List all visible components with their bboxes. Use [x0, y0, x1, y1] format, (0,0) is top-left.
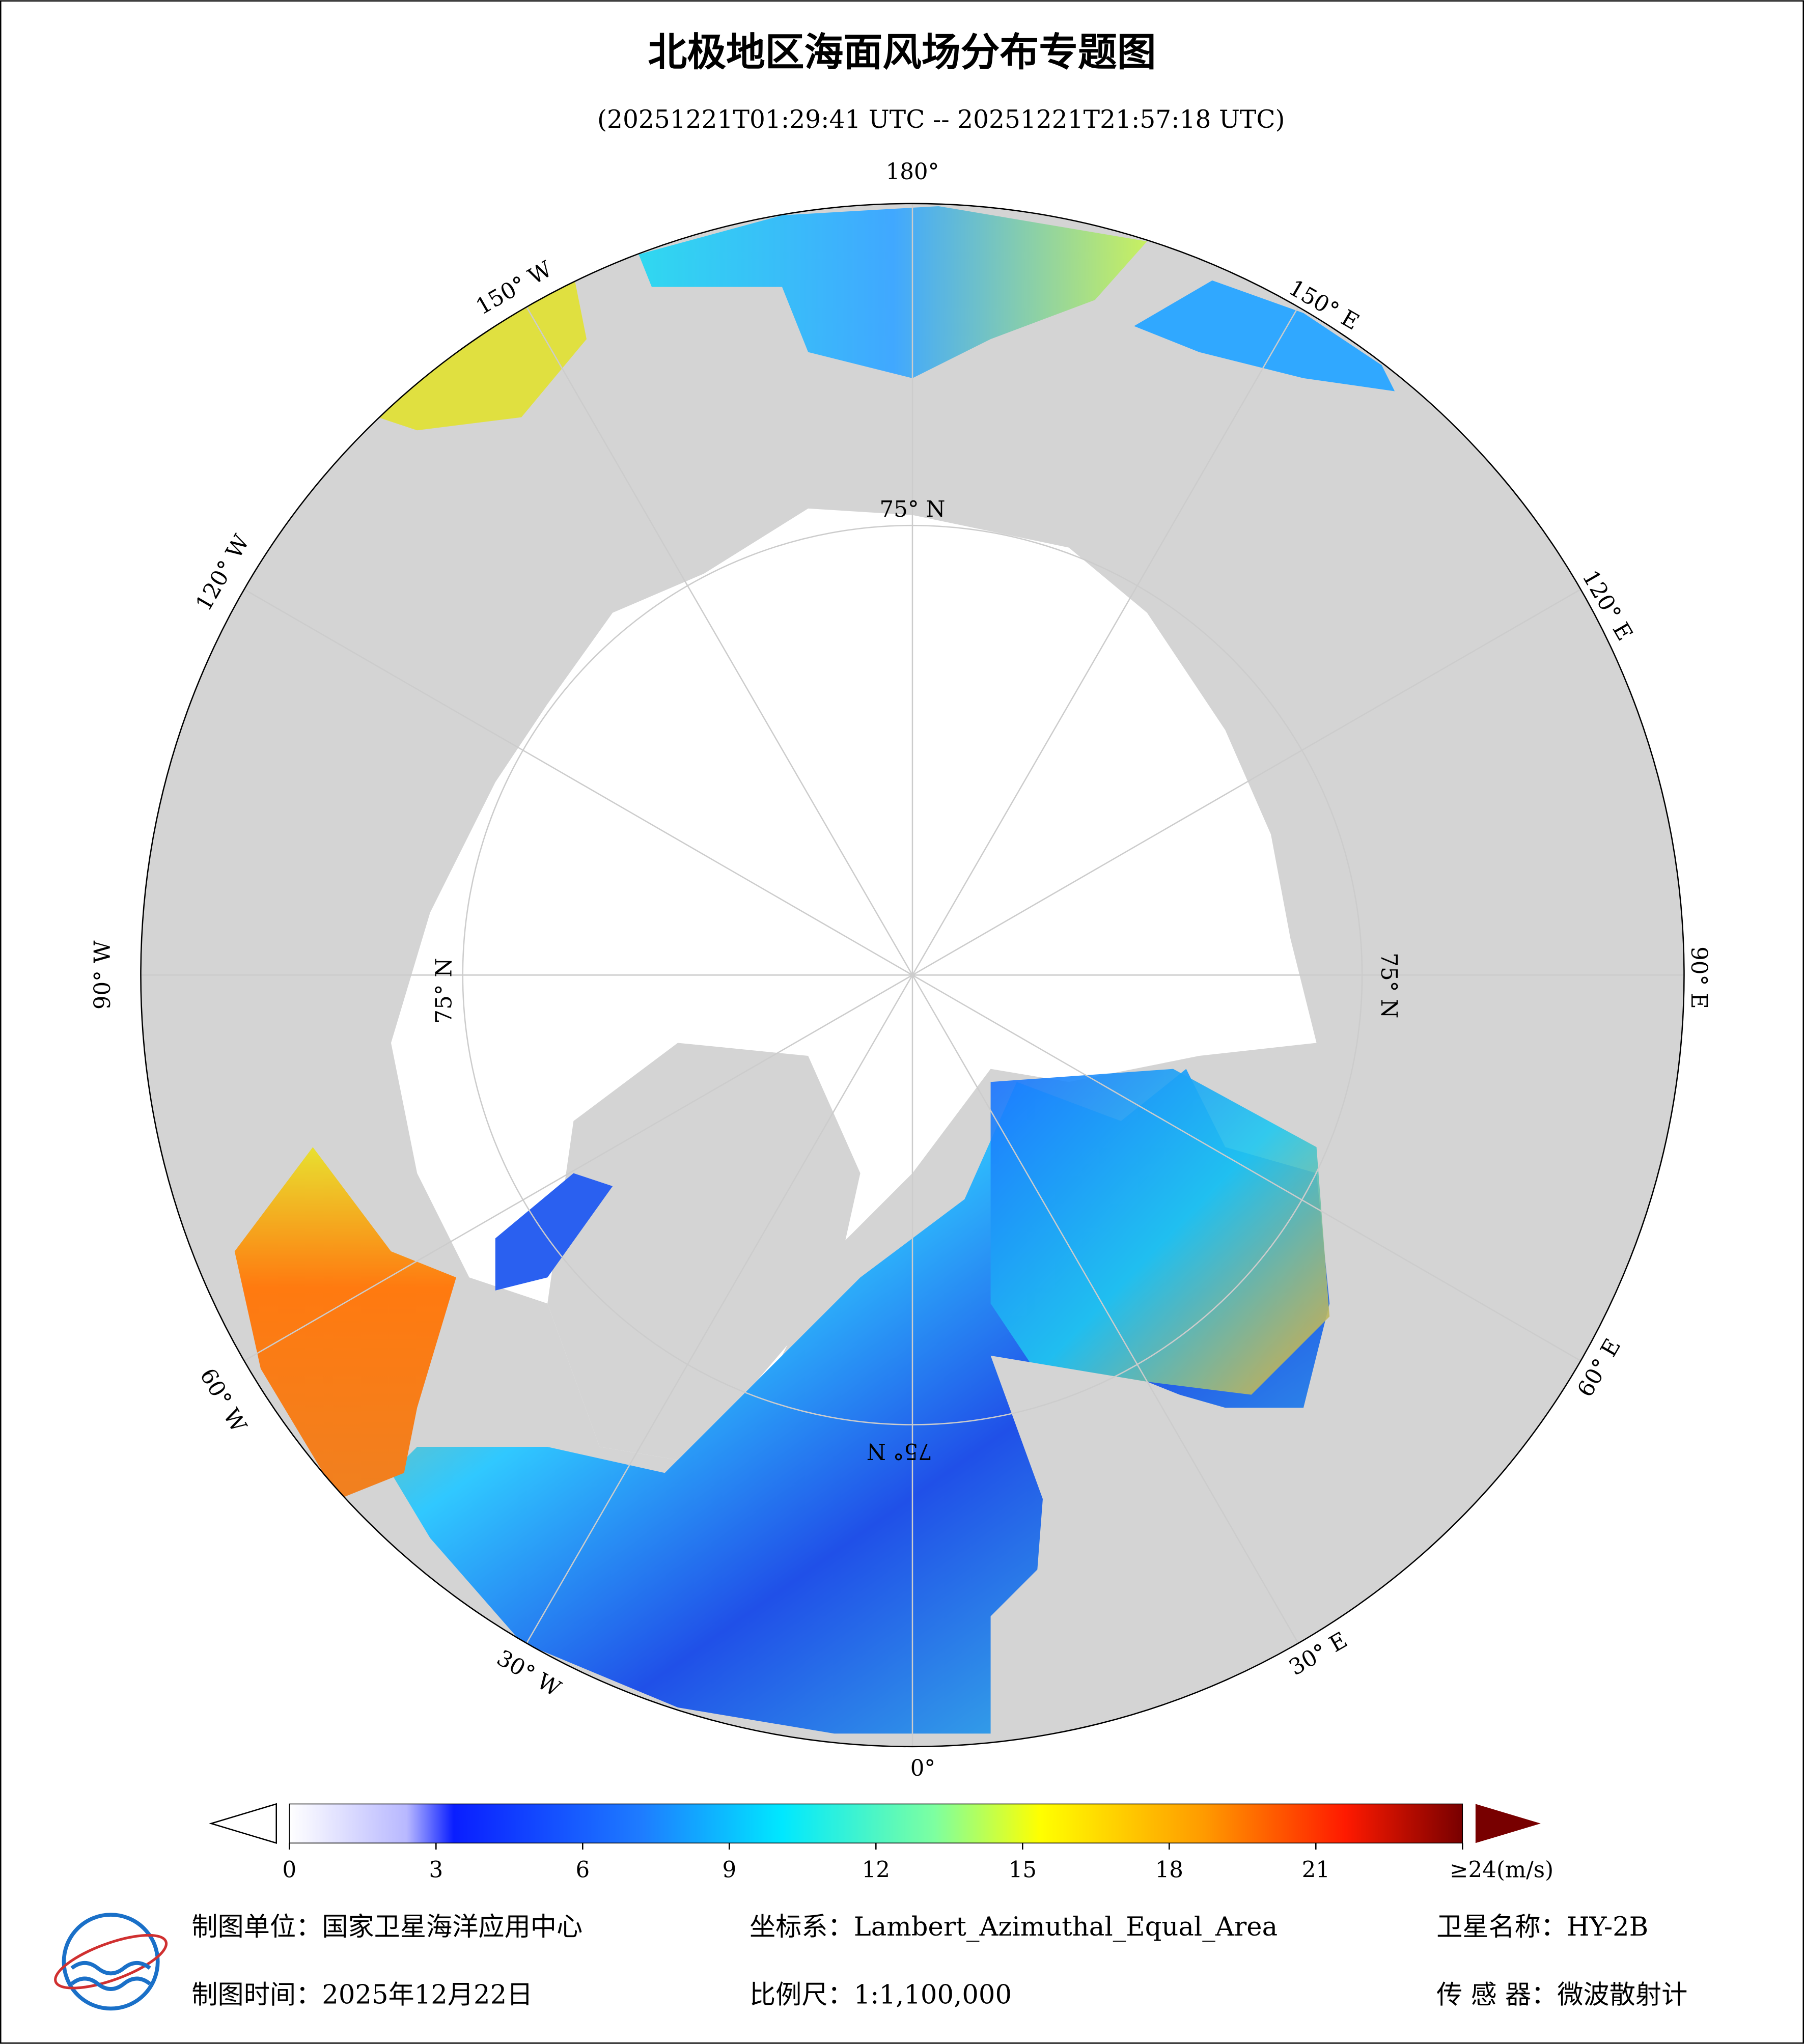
colorbar-tick-label: ≥24(m/s): [1450, 1858, 1553, 1883]
footer-sensor: 传 感 器：微波散射计: [1436, 1979, 1687, 2010]
lat-label: 75° N: [867, 1438, 932, 1464]
colorbar: 0 3 6 9 12 15 18 21 ≥24(m/s): [209, 1803, 1553, 1883]
map: [141, 203, 1684, 1747]
colorbar-tick-label: 21: [1302, 1858, 1330, 1883]
lon-label: 180°: [886, 159, 939, 185]
colorbar-tick-label: 15: [1009, 1858, 1037, 1883]
colorbar-tick-label: 9: [722, 1858, 736, 1883]
footer-date: 制图时间：2025年12月22日: [191, 1979, 533, 2010]
lat-label: 75° N: [879, 497, 945, 522]
meridian: [911, 974, 1305, 1653]
meridian: [520, 974, 913, 1653]
colorbar-under: [209, 1803, 277, 1844]
title: 北极地区海面风场分布专题图: [648, 30, 1156, 75]
colorbar-tick-label: 6: [575, 1858, 590, 1883]
logo: [54, 1913, 168, 2011]
lon-label: 90° W: [90, 940, 116, 1010]
subtitle: (20251221T01:29:41 UTC -- 20251221T21:57…: [597, 105, 1285, 134]
colorbar-tick-label: 18: [1155, 1858, 1183, 1883]
footer-scale: 比例尺：1:1,100,000: [750, 1979, 1012, 2010]
colorbar-tick-label: 12: [862, 1858, 890, 1883]
colorbar-over: [1475, 1804, 1541, 1843]
footer-satellite: 卫星名称：HY-2B: [1436, 1912, 1648, 1942]
colorbar-bar: [289, 1803, 1463, 1844]
colorbar-tick-label: 3: [429, 1858, 443, 1883]
meridian: [912, 974, 1590, 1367]
meridian: [235, 974, 913, 1367]
map-border: [140, 203, 1685, 1748]
lon-label: 90° E: [1686, 946, 1711, 1009]
lat-label: 75° N: [432, 958, 457, 1024]
meridian: [912, 583, 1590, 976]
meridian: [235, 583, 913, 976]
footer-unit: 制图单位：国家卫星海洋应用中心: [191, 1912, 582, 1942]
lat-label: 75° N: [1376, 953, 1401, 1018]
meridian: [520, 297, 913, 975]
footer-crs: 坐标系：Lambert_Azimuthal_Equal_Area: [750, 1912, 1278, 1942]
lon-label: 0°: [910, 1756, 935, 1781]
colorbar-tick-label: 0: [282, 1858, 296, 1883]
meridian: [911, 297, 1305, 975]
